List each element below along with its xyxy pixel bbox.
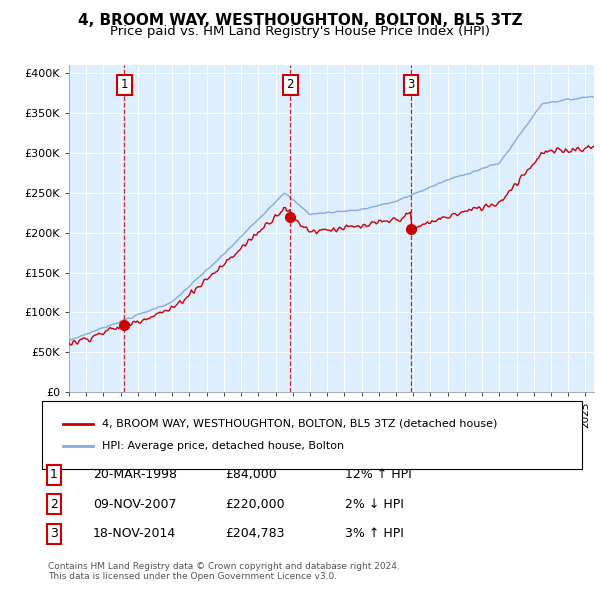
Text: £204,783: £204,783 (225, 527, 284, 540)
Text: £84,000: £84,000 (225, 468, 277, 481)
Text: 4, BROOM WAY, WESTHOUGHTON, BOLTON, BL5 3TZ (detached house): 4, BROOM WAY, WESTHOUGHTON, BOLTON, BL5 … (102, 419, 497, 429)
Text: 12% ↑ HPI: 12% ↑ HPI (345, 468, 412, 481)
Text: Price paid vs. HM Land Registry's House Price Index (HPI): Price paid vs. HM Land Registry's House … (110, 25, 490, 38)
Text: 1: 1 (121, 78, 128, 91)
Text: 20-MAR-1998: 20-MAR-1998 (93, 468, 177, 481)
Text: 4, BROOM WAY, WESTHOUGHTON, BOLTON, BL5 3TZ: 4, BROOM WAY, WESTHOUGHTON, BOLTON, BL5 … (77, 13, 523, 28)
Text: 09-NOV-2007: 09-NOV-2007 (93, 498, 176, 511)
Text: HPI: Average price, detached house, Bolton: HPI: Average price, detached house, Bolt… (102, 441, 344, 451)
Text: 3% ↑ HPI: 3% ↑ HPI (345, 527, 404, 540)
Text: 2: 2 (50, 498, 58, 511)
Text: 2% ↓ HPI: 2% ↓ HPI (345, 498, 404, 511)
Text: Contains HM Land Registry data © Crown copyright and database right 2024.
This d: Contains HM Land Registry data © Crown c… (48, 562, 400, 581)
Text: 1: 1 (50, 468, 58, 481)
Text: 3: 3 (407, 78, 415, 91)
Text: 2: 2 (287, 78, 294, 91)
Text: £220,000: £220,000 (225, 498, 284, 511)
Text: 3: 3 (50, 527, 58, 540)
Text: 18-NOV-2014: 18-NOV-2014 (93, 527, 176, 540)
